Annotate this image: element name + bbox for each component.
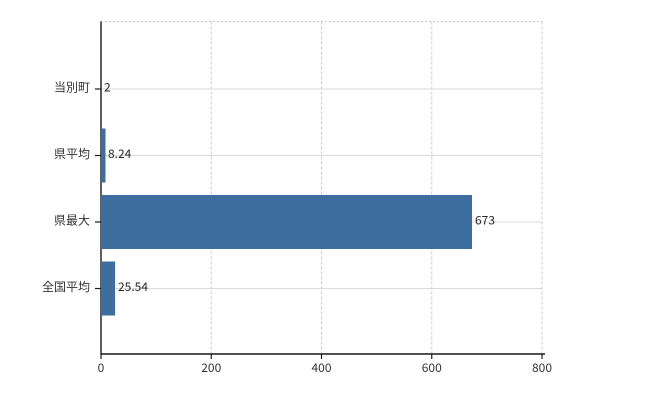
svg-text:県平均: 県平均 xyxy=(54,145,90,162)
svg-text:25.54: 25.54 xyxy=(118,278,148,295)
svg-text:県最大: 県最大 xyxy=(54,212,90,229)
svg-text:673: 673 xyxy=(475,212,495,229)
svg-text:全国平均: 全国平均 xyxy=(42,278,90,295)
svg-text:200: 200 xyxy=(201,359,221,376)
svg-text:400: 400 xyxy=(312,359,332,376)
svg-text:0: 0 xyxy=(98,359,105,376)
svg-text:600: 600 xyxy=(422,359,442,376)
svg-text:2: 2 xyxy=(104,79,111,96)
svg-text:8.24: 8.24 xyxy=(108,145,132,162)
svg-text:当別町: 当別町 xyxy=(54,79,90,96)
svg-text:800: 800 xyxy=(532,359,552,376)
